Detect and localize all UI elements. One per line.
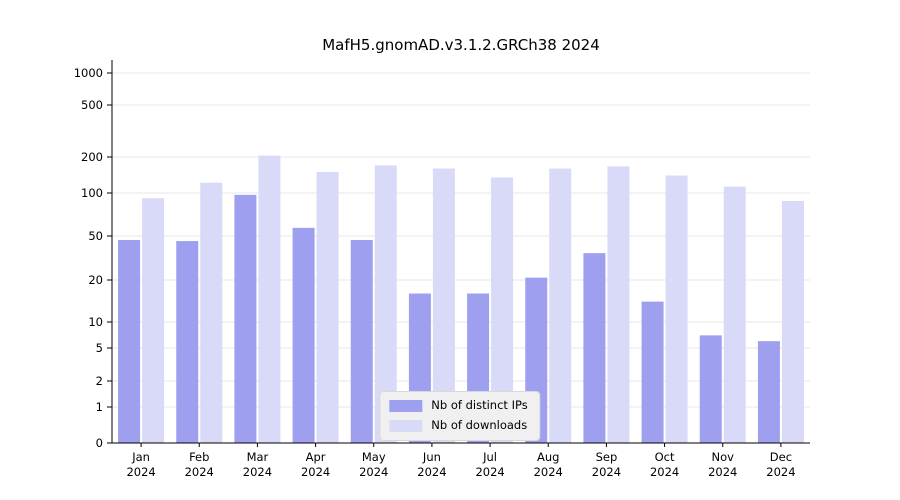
x-tick-label: Nov (712, 450, 735, 464)
bar (316, 171, 339, 443)
bar (699, 335, 722, 443)
y-tick-label: 0 (96, 436, 103, 450)
bar (258, 155, 281, 443)
legend-item: Nb of downloads (389, 417, 528, 433)
x-tick-label-year: 2024 (592, 465, 621, 479)
bar (781, 200, 804, 443)
x-tick-label-year: 2024 (650, 465, 679, 479)
y-tick-label: 50 (88, 229, 103, 243)
x-tick-label: Jun (422, 450, 441, 464)
x-tick-label-year: 2024 (766, 465, 795, 479)
y-tick-label: 10 (88, 315, 103, 329)
x-tick-label-year: 2024 (475, 465, 504, 479)
bar (641, 301, 664, 443)
y-tick-label: 200 (81, 150, 103, 164)
x-tick-label-year: 2024 (301, 465, 330, 479)
bar (118, 240, 141, 443)
downloads-swatch-icon (389, 419, 423, 432)
bar (142, 198, 165, 443)
bar (374, 165, 397, 444)
x-tick-label: Sep (596, 450, 618, 464)
bar (583, 253, 606, 443)
x-tick-label: Jan (131, 450, 150, 464)
bar (350, 240, 373, 443)
bar (757, 341, 780, 443)
bar (176, 241, 199, 443)
y-tick-label: 1 (96, 400, 103, 414)
chart-title: MafH5.gnomAD.v3.1.2.GRCh38 2024 (322, 36, 600, 54)
x-tick-label: May (362, 450, 386, 464)
bar (723, 186, 746, 443)
x-tick-label-year: 2024 (708, 465, 737, 479)
x-tick-label: Dec (770, 450, 792, 464)
x-tick-label-year: 2024 (417, 465, 446, 479)
bar (491, 177, 514, 444)
y-tick-label: 500 (81, 98, 103, 112)
legend-item: Nb of distinct IPs (389, 398, 528, 413)
x-tick-label-year: 2024 (243, 465, 272, 479)
x-tick-label: Oct (655, 450, 675, 464)
x-tick-label: Apr (306, 450, 326, 464)
x-tick-label-year: 2024 (126, 465, 155, 479)
bar (432, 168, 455, 443)
bar (234, 194, 257, 443)
legend: Nb of distinct IPs Nb of downloads (379, 391, 541, 441)
y-tick-label: 5 (96, 341, 103, 355)
bar (665, 175, 688, 443)
x-tick-label: Mar (247, 450, 269, 464)
bar (292, 227, 315, 443)
y-tick-label: 20 (88, 273, 103, 287)
x-tick-label: Feb (189, 450, 209, 464)
y-tick-label: 2 (96, 374, 103, 388)
bar (549, 168, 572, 443)
x-tick-label: Aug (537, 450, 559, 464)
x-tick-label-year: 2024 (359, 465, 388, 479)
bar (607, 166, 630, 443)
bar (200, 182, 223, 443)
legend-label: Nb of downloads (431, 417, 528, 432)
legend-label: Nb of distinct IPs (431, 398, 528, 412)
y-tick-label: 1000 (74, 66, 103, 80)
y-tick-label: 100 (81, 186, 103, 200)
distinct-ips-swatch-icon (389, 399, 423, 412)
x-tick-label: Jul (482, 450, 497, 464)
x-tick-label-year: 2024 (185, 465, 214, 479)
x-tick-label-year: 2024 (534, 465, 563, 479)
